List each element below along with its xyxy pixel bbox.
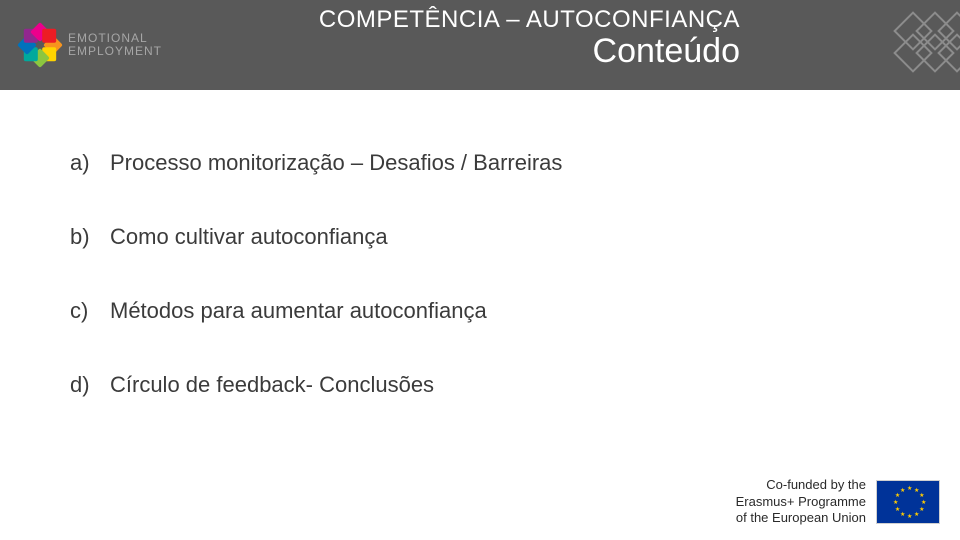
- list-item: c)Métodos para aumentar autoconfiança: [70, 298, 890, 324]
- slide-title: Conteúdo: [200, 32, 740, 71]
- list-marker: a): [70, 150, 110, 176]
- eu-star-icon: ★: [919, 508, 923, 512]
- list-marker: d): [70, 372, 110, 398]
- list-item: d)Círculo de feedback- Conclusões: [70, 372, 890, 398]
- eu-star-icon: ★: [907, 515, 911, 519]
- eu-star-icon: ★: [895, 508, 899, 512]
- eu-star-icon: ★: [921, 501, 925, 505]
- list-text: Círculo de feedback- Conclusões: [110, 372, 434, 398]
- list-text: Métodos para aumentar autoconfiança: [110, 298, 487, 324]
- slide-overline: COMPETÊNCIA – AUTOCONFIANÇA: [200, 6, 740, 34]
- logo-line2: EMPLOYMENT: [68, 45, 162, 58]
- list-item: a)Processo monitorização – Desafios / Ba…: [70, 150, 890, 176]
- logo-text: EMOTIONAL EMPLOYMENT: [68, 32, 162, 58]
- eu-star-icon: ★: [914, 513, 918, 517]
- logo-mark-icon: [20, 25, 60, 65]
- eu-line2: Erasmus+ Programme: [736, 494, 866, 510]
- title-block: COMPETÊNCIA – AUTOCONFIANÇA Conteúdo: [200, 6, 740, 71]
- eu-line3: of the European Union: [736, 510, 866, 526]
- list-marker: b): [70, 224, 110, 250]
- list-text: Como cultivar autoconfiança: [110, 224, 388, 250]
- list-text: Processo monitorização – Desafios / Barr…: [110, 150, 562, 176]
- footer: Co-funded by the Erasmus+ Programme of t…: [736, 477, 940, 526]
- list-item: b)Como cultivar autoconfiança: [70, 224, 890, 250]
- logo-petal: [42, 29, 56, 43]
- content-area: a)Processo monitorização – Desafios / Ba…: [0, 90, 960, 398]
- logo: EMOTIONAL EMPLOYMENT: [20, 25, 162, 65]
- eu-star-icon: ★: [895, 494, 899, 498]
- eu-funding-text: Co-funded by the Erasmus+ Programme of t…: [736, 477, 866, 526]
- eu-star-icon: ★: [919, 494, 923, 498]
- eu-star-icon: ★: [914, 489, 918, 493]
- eu-star-icon: ★: [900, 513, 904, 517]
- list-marker: c): [70, 298, 110, 324]
- eu-star-icon: ★: [900, 489, 904, 493]
- corner-decoration-icon: [810, 0, 960, 90]
- eu-star-icon: ★: [907, 487, 911, 491]
- eu-line1: Co-funded by the: [736, 477, 866, 493]
- eu-flag-icon: ★★★★★★★★★★★★: [876, 480, 940, 524]
- eu-star-icon: ★: [893, 501, 897, 505]
- header-bar: EMOTIONAL EMPLOYMENT COMPETÊNCIA – AUTOC…: [0, 0, 960, 90]
